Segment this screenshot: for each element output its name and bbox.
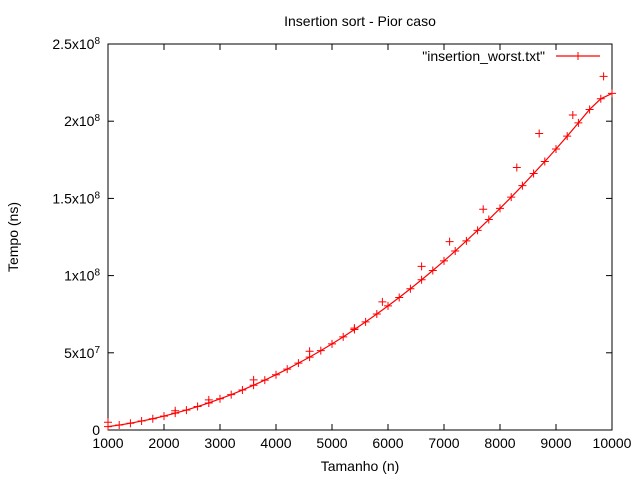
series-layer — [104, 72, 616, 431]
y-tick-label: 5x107 — [64, 344, 100, 361]
data-point-outlier — [104, 418, 112, 427]
legend-label: "insertion_worst.txt" — [422, 48, 545, 64]
data-point-outlier — [204, 395, 213, 404]
data-point — [283, 365, 292, 374]
data-point — [182, 406, 191, 415]
data-point — [238, 386, 247, 395]
x-tick-label: 6000 — [372, 435, 403, 451]
series-line — [107, 92, 613, 428]
data-point — [316, 346, 325, 355]
data-point — [552, 144, 560, 153]
data-point — [227, 390, 236, 399]
data-point — [372, 310, 381, 319]
data-point-outlier — [305, 347, 314, 356]
data-point — [193, 402, 202, 411]
data-point — [585, 105, 594, 114]
y-tick-label: 1x108 — [64, 267, 100, 284]
data-point — [529, 169, 538, 178]
x-tick-label: 9000 — [540, 435, 571, 451]
data-point-outlier — [171, 406, 180, 415]
data-point — [563, 132, 572, 141]
data-point — [451, 247, 460, 256]
data-point — [496, 204, 504, 213]
legend: "insertion_worst.txt" — [422, 48, 600, 64]
data-point — [428, 266, 437, 275]
data-point — [507, 193, 516, 202]
data-point-outlier — [535, 129, 544, 138]
x-tick-label: 2000 — [148, 435, 179, 451]
data-point — [328, 339, 336, 348]
data-point-outlier — [479, 205, 488, 214]
data-point — [160, 412, 168, 421]
y-axis-label: Tempo (ns) — [5, 202, 21, 272]
data-point-outlier — [378, 297, 387, 306]
x-tick-label: 1000 — [92, 435, 123, 451]
data-point — [148, 414, 157, 423]
legend-marker — [574, 52, 582, 60]
data-point — [406, 284, 415, 293]
data-point — [574, 118, 583, 127]
data-point-outlier — [568, 111, 577, 120]
x-tick-label: 4000 — [260, 435, 291, 451]
plot-frame — [107, 43, 613, 431]
data-point — [484, 215, 493, 224]
data-point — [440, 256, 448, 265]
data-point — [361, 317, 370, 326]
x-axis-label: Tamanho (n) — [321, 458, 400, 474]
x-tick-label: 8000 — [484, 435, 515, 451]
data-point — [126, 419, 135, 428]
data-point — [115, 421, 124, 430]
data-point — [540, 157, 549, 166]
data-point — [518, 181, 527, 190]
data-point — [462, 236, 471, 245]
y-tick-label: 2.5x108 — [52, 36, 100, 53]
y-axis: 0 5x107 1x108 1.5x108 2x108 2.5x108 — [52, 36, 612, 438]
data-point — [608, 89, 616, 98]
data-point-outlier — [417, 262, 426, 271]
x-axis: 1000 2000 3000 4000 5000 6000 7000 8000 9000 1000… — [92, 44, 632, 451]
chart-title: Insertion sort - Pior caso — [284, 13, 436, 29]
y-tick-label: 0 — [92, 422, 100, 438]
data-point — [384, 301, 392, 310]
data-point — [260, 376, 269, 385]
x-tick-label: 7000 — [428, 435, 459, 451]
data-point — [294, 359, 303, 368]
data-point-outlier — [445, 237, 454, 246]
data-point-outlier — [512, 163, 521, 172]
y-tick-label: 1.5x108 — [52, 190, 100, 207]
data-point — [216, 394, 224, 403]
data-point — [417, 275, 426, 284]
x-tick-label: 10000 — [593, 435, 632, 451]
x-tick-label: 5000 — [316, 435, 347, 451]
data-point — [395, 293, 404, 302]
data-point — [596, 94, 605, 103]
x-tick-label: 3000 — [204, 435, 235, 451]
y-tick-label: 2x108 — [64, 113, 100, 130]
data-point-outlier — [350, 324, 359, 333]
data-point — [473, 226, 482, 235]
data-point — [137, 417, 146, 426]
data-point-outlier — [249, 375, 258, 384]
data-point — [339, 332, 348, 341]
data-point-outlier — [599, 72, 608, 81]
data-point — [272, 370, 280, 379]
